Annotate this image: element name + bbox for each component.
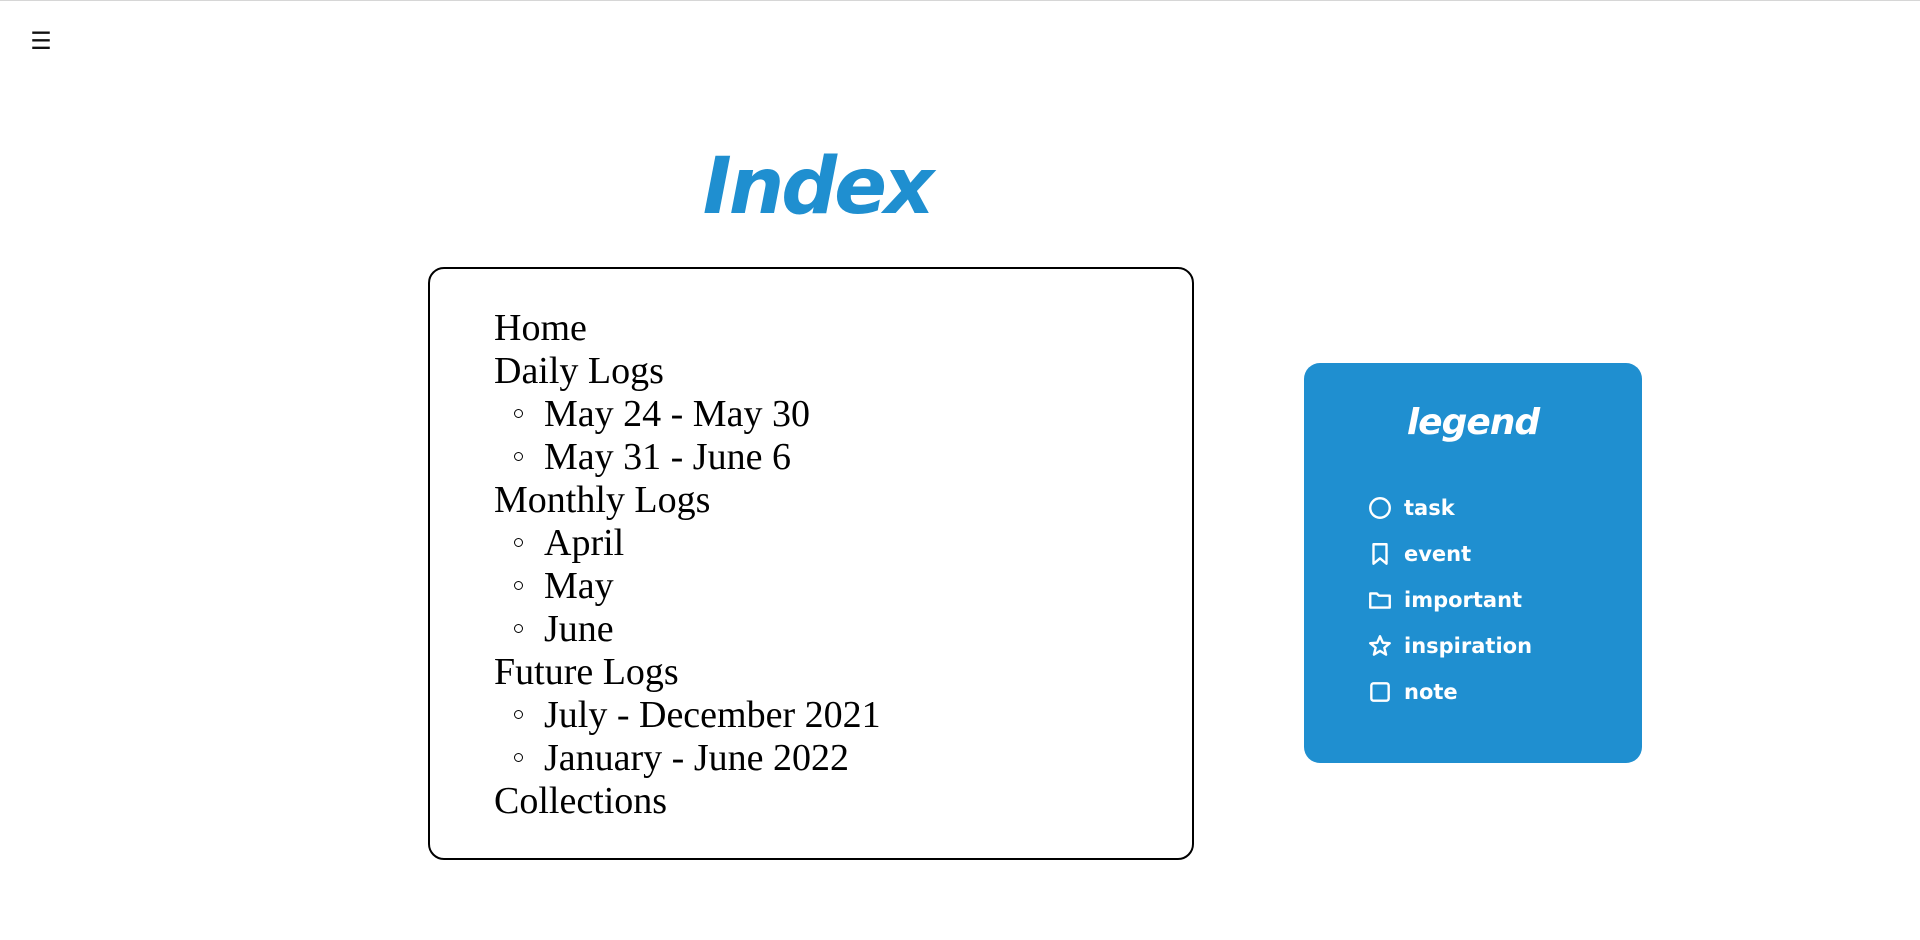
legend-item-note: note	[1366, 669, 1532, 715]
monthly-log-link[interactable]: June	[494, 608, 1192, 651]
square-icon	[1366, 678, 1394, 706]
future-logs-list: July - December 2021 January - June 2022	[494, 694, 1192, 780]
monthly-log-link[interactable]: April	[494, 522, 1192, 565]
index-item-daily-logs[interactable]: Daily Logs	[494, 350, 664, 392]
hollow-bullet-icon	[514, 538, 523, 547]
hollow-bullet-icon	[514, 710, 523, 719]
monthly-log-label: June	[544, 608, 614, 650]
circle-icon	[1366, 494, 1394, 522]
index-group-daily-logs: Daily Logs May 24 - May 30 May 31 - June…	[494, 350, 1192, 479]
monthly-logs-list: April May June	[494, 522, 1192, 651]
daily-log-label: May 24 - May 30	[544, 393, 810, 435]
legend-label: important	[1404, 588, 1523, 612]
top-border	[0, 0, 1920, 1]
hollow-bullet-icon	[514, 753, 523, 762]
hollow-bullet-icon	[514, 409, 523, 418]
bookmark-icon	[1366, 540, 1394, 568]
hollow-bullet-icon	[514, 581, 523, 590]
index-item-monthly-logs[interactable]: Monthly Logs	[494, 479, 711, 521]
future-log-label: January - June 2022	[544, 737, 849, 779]
daily-log-link[interactable]: May 24 - May 30	[494, 393, 1192, 436]
index-panel: Home Daily Logs May 24 - May 30 May 31 -…	[428, 267, 1194, 860]
legend-label: task	[1404, 496, 1455, 520]
hamburger-menu-button[interactable]: ☰	[26, 26, 56, 56]
legend-item-task: task	[1366, 485, 1532, 531]
legend-panel: legend task event important inspiration	[1304, 363, 1642, 763]
page-title: Index	[702, 142, 935, 232]
daily-log-label: May 31 - June 6	[544, 436, 791, 478]
index-item-future-logs[interactable]: Future Logs	[494, 651, 679, 693]
legend-label: event	[1404, 542, 1472, 566]
future-log-link[interactable]: January - June 2022	[494, 737, 1192, 780]
legend-title: legend	[1406, 402, 1540, 443]
legend-item-event: event	[1366, 531, 1532, 577]
monthly-log-label: May	[544, 565, 614, 607]
hollow-bullet-icon	[514, 624, 523, 633]
future-log-label: July - December 2021	[544, 694, 881, 736]
legend-list: task event important inspiration note	[1366, 485, 1532, 715]
folder-icon	[1366, 586, 1394, 614]
hollow-bullet-icon	[514, 452, 523, 461]
daily-logs-list: May 24 - May 30 May 31 - June 6	[494, 393, 1192, 479]
star-icon	[1366, 632, 1394, 660]
index-group-monthly-logs: Monthly Logs April May June	[494, 479, 1192, 651]
index-item-collections[interactable]: Collections	[494, 780, 668, 822]
monthly-log-link[interactable]: May	[494, 565, 1192, 608]
index-group-future-logs: Future Logs July - December 2021 January…	[494, 651, 1192, 780]
index-list: Home Daily Logs May 24 - May 30 May 31 -…	[494, 307, 1192, 823]
daily-log-link[interactable]: May 31 - June 6	[494, 436, 1192, 479]
legend-item-inspiration: inspiration	[1366, 623, 1532, 669]
hamburger-menu-icon: ☰	[30, 27, 52, 55]
legend-label: note	[1404, 680, 1458, 704]
index-item-home[interactable]: Home	[494, 307, 587, 349]
monthly-log-label: April	[544, 522, 625, 564]
legend-label: inspiration	[1404, 634, 1533, 658]
legend-item-important: important	[1366, 577, 1532, 623]
future-log-link[interactable]: July - December 2021	[494, 694, 1192, 737]
